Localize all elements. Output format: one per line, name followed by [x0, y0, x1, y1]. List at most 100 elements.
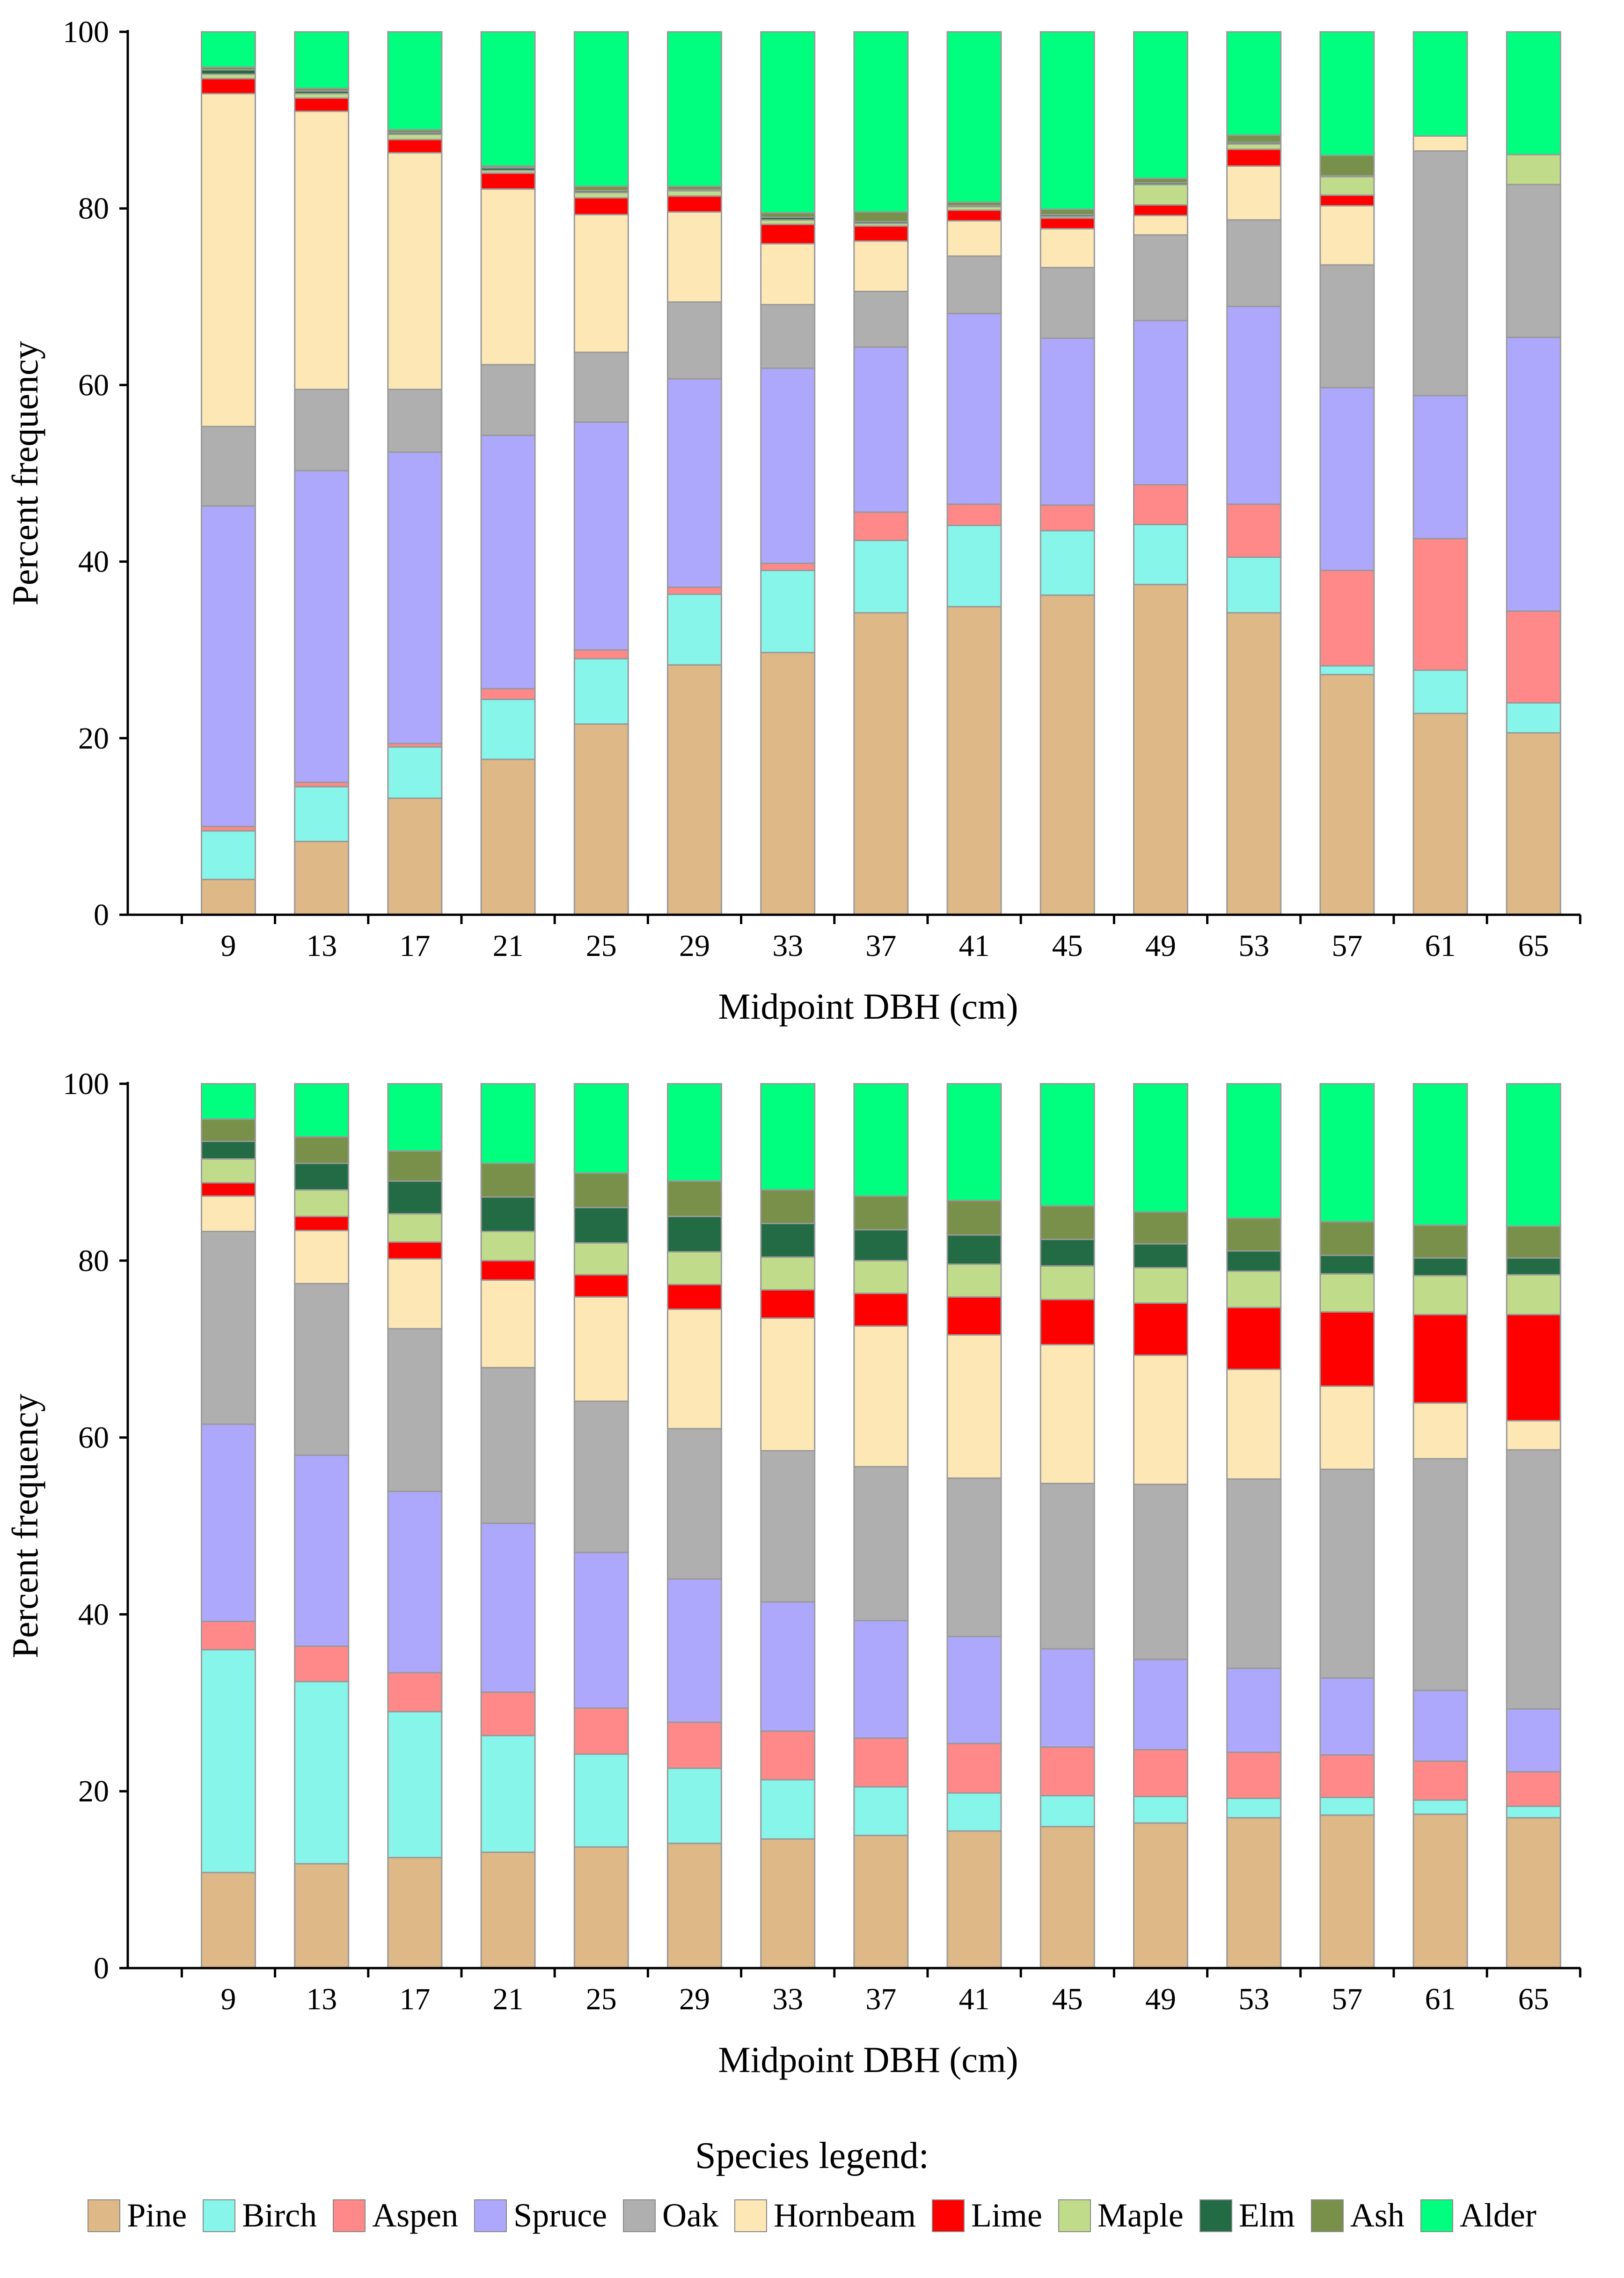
bar-segment-pine [760, 1838, 816, 1969]
bar-segment-spruce [667, 1578, 722, 1723]
bar-segment-hornbeam [853, 1325, 909, 1468]
bar-segment-birch [573, 1753, 629, 1848]
bar-segment-alder [1412, 1083, 1468, 1226]
bar-segment-oak [1226, 1478, 1282, 1669]
x-tick-label: 49 [1145, 929, 1176, 963]
bar-segment-birch [853, 1786, 909, 1837]
bar-segment-alder [853, 31, 909, 213]
x-tick-label: 37 [865, 1982, 896, 2016]
bar-segment-pine [387, 797, 443, 916]
x-tick-label: 17 [399, 1982, 430, 2016]
bar-segment-lime [480, 1260, 536, 1281]
bar-segment-birch [480, 1734, 536, 1853]
bar-segment-alder [294, 1083, 350, 1138]
bar-segment-aspen [573, 1707, 629, 1755]
bar-segment-pine [573, 723, 629, 916]
bar-segment-aspen [853, 511, 909, 541]
bar-segment-birch [387, 1711, 443, 1859]
bar-segment-spruce [1412, 1690, 1468, 1762]
bar-segment-aspen [480, 1691, 536, 1736]
bar-segment-maple [1133, 184, 1188, 206]
y-tick-label: 60 [78, 368, 109, 402]
y-axis-title: Percent frequency [5, 1394, 45, 1658]
bar-segment-pine [1412, 713, 1468, 916]
bar-segment-aspen [760, 1730, 816, 1781]
bar-segment-alder [1506, 1083, 1561, 1227]
bar-segment-ash [946, 1199, 1002, 1236]
bar-segment-pine [760, 652, 816, 916]
bar-segment-elm [573, 1206, 629, 1244]
legend-swatch [474, 2199, 507, 2232]
bar-segment-ash [480, 1162, 536, 1198]
bar-segment-lime [760, 223, 816, 245]
bar-segment-pine [853, 612, 909, 916]
y-tick-label: 80 [78, 191, 109, 226]
bar-segment-lime [387, 139, 443, 154]
bar-segment-oak [387, 389, 443, 453]
bar-segment-oak [1319, 1469, 1375, 1679]
bar-segment-lime [480, 172, 536, 190]
bar-segment-aspen [667, 586, 722, 595]
bar-segment-ash [1319, 154, 1375, 176]
bar-segment-oak [760, 1450, 816, 1603]
bar-segment-pine [1506, 732, 1561, 916]
bar-segment-hornbeam [480, 1279, 536, 1368]
bar-segment-hornbeam [294, 110, 350, 390]
bar-segment-oak [1412, 1458, 1468, 1691]
x-tick-label: 53 [1238, 929, 1269, 963]
bar-segment-aspen [480, 688, 536, 700]
bar-segment-oak [480, 1367, 536, 1524]
legend-swatch [1420, 2199, 1453, 2232]
legend-item-hornbeam: Hornbeam [734, 2196, 916, 2235]
bar-segment-maple [201, 1158, 256, 1184]
x-tick-label: 29 [679, 1982, 710, 2016]
bar-segment-spruce [1412, 395, 1468, 540]
bar-segment-ash [853, 1195, 909, 1231]
bar-segment-oak [573, 352, 629, 423]
bar-segment-maple [387, 133, 443, 140]
bar-segment-aspen [387, 1672, 443, 1712]
bar-segment-pine [1226, 612, 1282, 916]
bar-segment-alder [1506, 31, 1561, 155]
bar-segment-lime [1506, 1314, 1561, 1422]
legend-item-lime: Lime [931, 2196, 1042, 2235]
bar-segment-birch [201, 830, 256, 881]
x-tick-label: 21 [493, 1982, 524, 2016]
bar-segment-elm [294, 1162, 350, 1191]
bar-segment-hornbeam [667, 1308, 722, 1430]
bar-segment-oak [1133, 234, 1188, 322]
legend-item-maple: Maple [1058, 2196, 1184, 2235]
bar-segment-alder [480, 1083, 536, 1164]
bar-segment-pine [387, 1857, 443, 1969]
bar-segment-hornbeam [201, 1195, 256, 1232]
bar-segment-alder [667, 1083, 722, 1182]
bar-segment-alder [480, 31, 536, 167]
bar-segment-spruce [1319, 1677, 1375, 1756]
bar-segment-maple [294, 1189, 350, 1217]
bar-segment-pine [667, 1843, 722, 1969]
bar-segment-oak [853, 290, 909, 348]
legend-label: Spruce [513, 2197, 607, 2234]
bar-segment-spruce [1319, 387, 1375, 571]
bar-segment-aspen [667, 1721, 722, 1769]
bar-segment-birch [1133, 1796, 1188, 1824]
bar-segment-lime [573, 197, 629, 215]
bar-segment-spruce [853, 1620, 909, 1739]
bar-segment-maple [573, 1242, 629, 1276]
bar-segment-lime [387, 1241, 443, 1260]
bar-segment-ash [387, 1150, 443, 1182]
bar-segment-pine [1506, 1817, 1561, 1969]
bar-segment-spruce [1133, 1659, 1188, 1750]
bar-segment-spruce [1506, 1708, 1561, 1773]
x-tick-label: 17 [399, 929, 430, 963]
x-tick-label: 29 [679, 929, 710, 963]
bar-segment-alder [946, 1083, 1002, 1201]
bar-segment-alder [201, 31, 256, 68]
bar-segment-lime [1039, 217, 1095, 230]
bar-segment-spruce [480, 434, 536, 690]
bar-segment-hornbeam [1412, 135, 1468, 152]
bar-segment-alder [1319, 1083, 1375, 1223]
bar-segment-maple [480, 1230, 536, 1262]
bar-segment-birch [480, 698, 536, 760]
x-tick-label: 61 [1425, 929, 1456, 963]
